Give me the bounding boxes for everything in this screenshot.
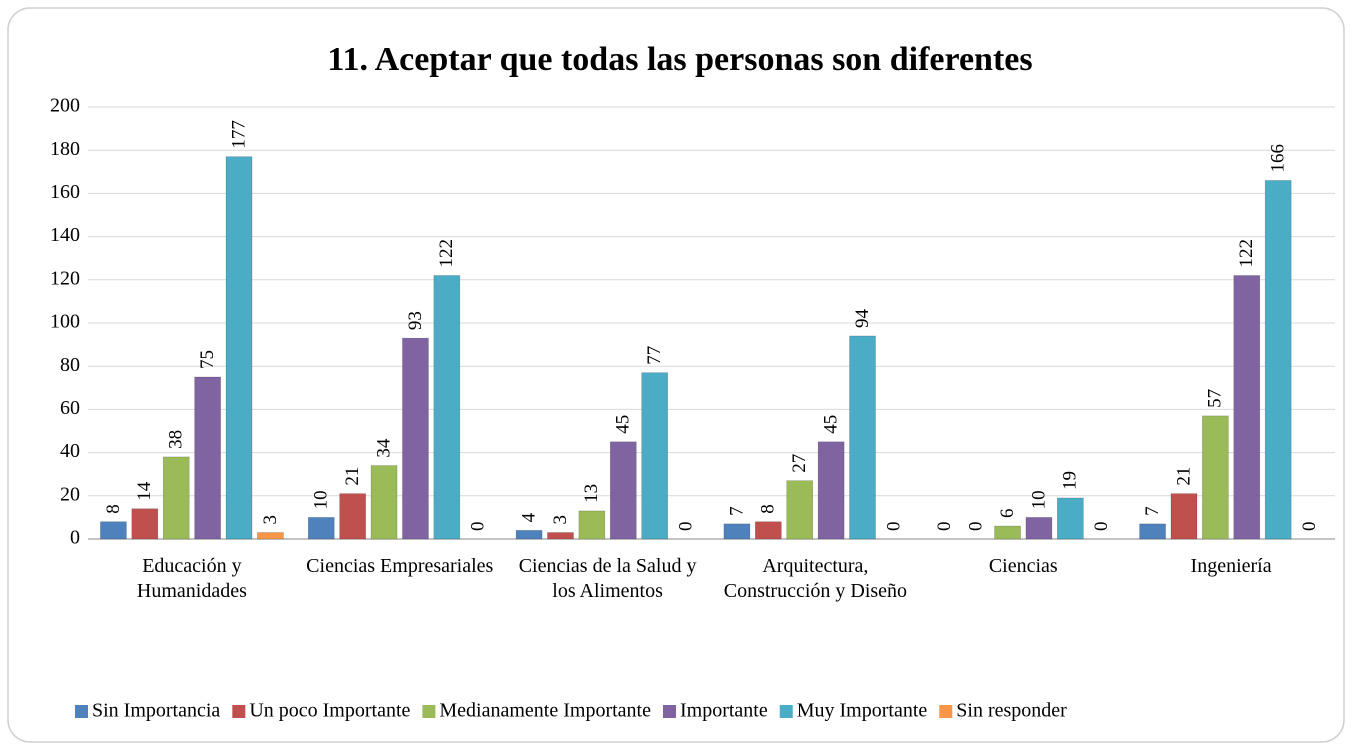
data-label: 8 [758,504,779,514]
bar [100,521,127,540]
x-tick-label: Ingeniería [1190,555,1272,577]
data-label: 34 [373,438,394,458]
data-label: 3 [260,515,281,525]
bar [370,465,398,540]
bar [257,532,284,540]
y-tick-label: 100 [50,311,80,333]
bar [755,521,782,540]
y-tick-label: 20 [60,483,80,505]
data-label: 45 [820,415,841,434]
data-label: 0 [1299,522,1320,532]
bar [1025,517,1053,540]
data-label: 13 [581,484,602,503]
bar [641,372,668,540]
data-label: 166 [1268,144,1289,173]
x-tick-label: Ciencias Empresariales [306,555,494,577]
bar [402,337,429,540]
legend-label: Sin responder [956,700,1067,722]
bar [1202,415,1229,540]
bar [515,530,543,540]
y-tick-label: 80 [60,354,80,376]
y-tick-label: 60 [60,397,80,419]
data-label: 77 [644,346,665,365]
legend-label: Sin Importancia [92,700,220,722]
data-label: 122 [436,239,457,268]
y-tick-label: 40 [60,440,80,462]
legend-label: Importante [680,700,768,722]
data-label: 19 [1060,471,1081,490]
data-label: 6 [997,509,1018,519]
bar [1057,497,1084,540]
data-label: 0 [675,522,696,532]
y-tick-label: 140 [50,224,80,246]
data-label: 10 [1028,490,1049,509]
y-tick-label: 0 [70,527,80,549]
legend-swatch [662,705,676,718]
data-label: 0 [1091,522,1112,532]
bar [609,441,637,540]
bar [1264,180,1292,540]
bar [162,456,190,540]
bar [578,510,606,540]
x-tick-label: Arquitectura, Construcción y Diseño [723,555,908,602]
data-label: 8 [103,504,124,514]
bar [723,523,751,540]
data-label: 7 [726,506,747,516]
data-label: 57 [1205,389,1226,408]
data-label: 93 [405,311,426,330]
chart-border [7,7,1345,743]
bar [307,517,335,540]
y-tick-label: 160 [50,181,80,203]
bar [1233,275,1261,540]
data-label: 21 [1173,467,1194,486]
bar [817,441,845,540]
x-tick-label: Ciencias [988,555,1058,577]
data-label: 177 [228,120,249,149]
legend-swatch [779,705,793,718]
x-tick-label: Educación y Humanidades [136,555,247,602]
bar [547,532,574,540]
x-tick-label: Ciencias de la Salud y los Alimentos [518,555,697,602]
legend-swatch [232,705,246,718]
data-label: 0 [883,522,904,532]
bar [433,275,461,540]
data-label: 27 [789,454,810,473]
data-label: 0 [934,522,955,532]
bar [339,493,366,540]
y-tick-label: 120 [50,267,80,289]
bar [1139,523,1166,540]
data-label: 0 [966,522,987,532]
bar [131,508,159,540]
legend-swatch [939,705,953,718]
data-label: 14 [134,481,155,501]
bar [194,376,221,540]
bar [225,156,253,540]
legend-swatch [422,705,436,718]
data-label: 38 [166,430,187,449]
legend-label: Un poco Importante [249,700,410,722]
y-tick-label: 200 [50,95,80,117]
bar [849,335,876,540]
bar [786,480,814,540]
data-label: 10 [311,490,332,509]
data-label: 4 [518,512,539,522]
data-label: 122 [1236,239,1257,268]
bar [994,525,1021,540]
data-label: 21 [342,467,363,486]
bar [1170,493,1198,540]
data-label: 45 [613,415,634,434]
data-label: 0 [468,522,489,532]
legend-label: Muy Importante [797,700,928,722]
legend-swatch [75,705,88,718]
data-label: 94 [852,308,873,328]
y-tick-label: 180 [50,138,80,160]
data-label: 75 [197,350,218,369]
data-label: 3 [550,515,571,525]
data-label: 7 [1142,506,1163,516]
legend-label: Medianamente Importante [439,700,651,722]
chart-title: 11. Aceptar que todas las personas son d… [327,41,1032,78]
